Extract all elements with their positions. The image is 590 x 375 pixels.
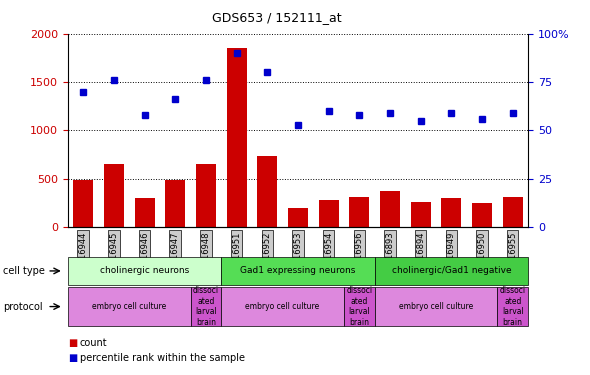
Text: dissoci
ated
larval
brain: dissoci ated larval brain xyxy=(500,286,526,327)
Text: percentile rank within the sample: percentile rank within the sample xyxy=(80,353,245,363)
Bar xyxy=(288,208,308,227)
Text: ■: ■ xyxy=(68,338,77,348)
Text: cholinergic/Gad1 negative: cholinergic/Gad1 negative xyxy=(392,266,511,275)
Text: GDS653 / 152111_at: GDS653 / 152111_at xyxy=(212,11,342,24)
Text: cell type: cell type xyxy=(3,266,45,276)
Bar xyxy=(441,198,461,227)
Bar xyxy=(503,197,523,227)
Text: cholinergic neurons: cholinergic neurons xyxy=(100,266,189,275)
Bar xyxy=(73,180,93,227)
Text: ■: ■ xyxy=(68,353,77,363)
Bar xyxy=(349,197,369,227)
Text: dissoci
ated
larval
brain: dissoci ated larval brain xyxy=(193,286,219,327)
Bar xyxy=(196,164,216,227)
Text: embryo cell culture: embryo cell culture xyxy=(399,302,473,311)
Text: embryo cell culture: embryo cell culture xyxy=(92,302,166,311)
Bar xyxy=(472,203,492,227)
Bar xyxy=(104,164,124,227)
Bar xyxy=(257,156,277,227)
Bar xyxy=(165,180,185,227)
Text: dissoci
ated
larval
brain: dissoci ated larval brain xyxy=(346,286,372,327)
Bar xyxy=(319,200,339,227)
Text: embryo cell culture: embryo cell culture xyxy=(245,302,320,311)
Bar xyxy=(135,198,155,227)
Text: Gad1 expressing neurons: Gad1 expressing neurons xyxy=(240,266,356,275)
Text: count: count xyxy=(80,338,107,348)
Text: protocol: protocol xyxy=(3,302,42,312)
Bar xyxy=(411,202,431,227)
Bar xyxy=(380,191,400,227)
Bar xyxy=(227,48,247,227)
